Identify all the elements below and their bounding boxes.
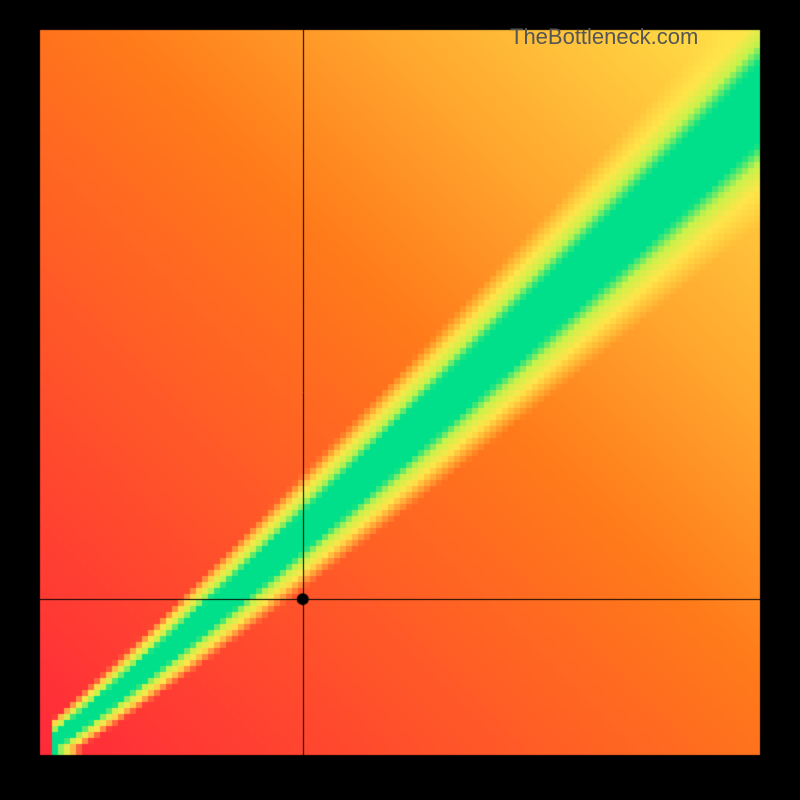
watermark-text: TheBottleneck.com [510, 24, 698, 50]
chart-root: TheBottleneck.com [0, 0, 800, 800]
heatmap-canvas [0, 0, 800, 800]
